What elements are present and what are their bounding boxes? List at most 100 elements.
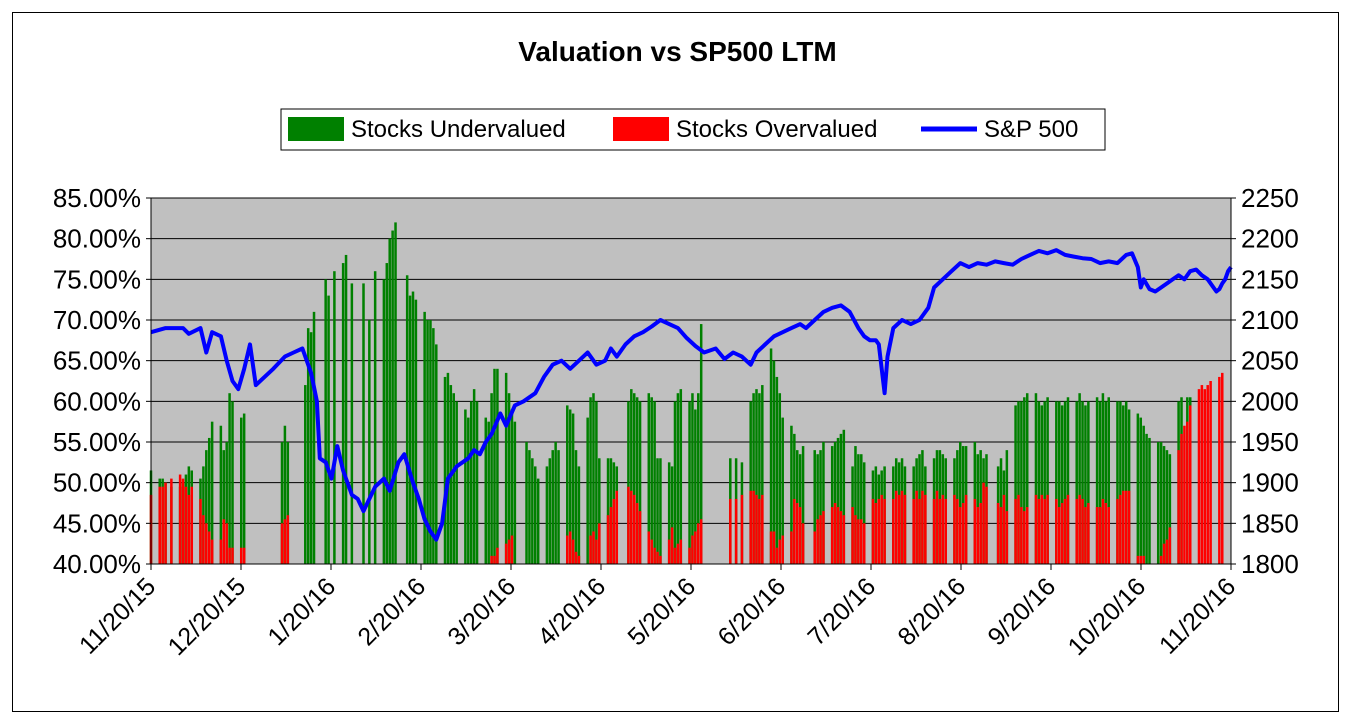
undervalued-bar (1119, 401, 1122, 564)
undervalued-bar (467, 417, 470, 564)
overvalued-bar (778, 539, 782, 564)
undervalued-bar (854, 446, 857, 564)
overvalued-bar (283, 519, 287, 564)
overvalued-bar (630, 490, 633, 564)
overvalued-bar (1037, 498, 1041, 564)
undervalued-bar (630, 389, 633, 564)
x-tick-label: 11/20/16 (1154, 572, 1241, 659)
overvalued-bar (1020, 507, 1023, 564)
overvalued-bar (924, 494, 927, 564)
overvalued-bar (795, 503, 799, 564)
overvalued-bar (892, 498, 895, 564)
overvalued-bar (679, 539, 683, 564)
overvalued-bar (635, 503, 639, 564)
undervalued-bar (362, 283, 365, 564)
undervalued-bar (350, 283, 354, 564)
right-tick-label: 2150 (1241, 264, 1299, 294)
overvalued-bar (667, 539, 671, 564)
undervalued-bar (312, 311, 316, 564)
undervalued-bar (1025, 393, 1029, 564)
undervalued-bar (528, 450, 531, 564)
undervalued-bar (574, 450, 578, 564)
undervalued-bar (280, 442, 284, 564)
right-tick-label: 1900 (1241, 468, 1299, 498)
overvalued-bar (1218, 376, 1221, 564)
x-tick-label: 5/20/16 (622, 572, 701, 651)
overvalued-bar (656, 551, 659, 564)
right-tick-label: 2200 (1241, 224, 1299, 254)
overvalued-bar (161, 486, 164, 564)
undervalued-bar (231, 401, 234, 564)
undervalued-bar (475, 401, 479, 564)
overvalued-bar (1165, 539, 1169, 564)
left-tick-label: 85.00% (53, 183, 141, 213)
undervalued-bar (1148, 437, 1151, 564)
undervalued-bar (691, 393, 694, 564)
undervalued-bar (536, 478, 540, 564)
overvalued-bar (207, 531, 211, 564)
undervalued-bar (755, 389, 758, 564)
undervalued-bar (694, 409, 697, 564)
left-tick-label: 40.00% (53, 549, 141, 579)
undervalued-bar (571, 413, 575, 564)
left-tick-label: 70.00% (53, 305, 141, 335)
undervalued-bar (426, 320, 429, 564)
overvalued-bar (199, 498, 202, 564)
overvalued-bar (510, 535, 514, 564)
overvalued-bar (638, 511, 642, 564)
left-tick-label: 80.00% (53, 224, 141, 254)
overvalued-bar (1209, 381, 1212, 564)
undervalued-bar (534, 466, 537, 564)
plot-area (149, 197, 1233, 565)
overvalued-bar (900, 490, 904, 564)
overvalued-bar (1124, 490, 1128, 564)
undervalued-bar (545, 466, 549, 564)
overvalued-bar (973, 498, 977, 564)
overvalued-bar (592, 531, 595, 564)
undervalued-bar (592, 393, 595, 564)
overvalued-bar (670, 527, 674, 564)
overvalued-bar (568, 531, 572, 564)
undervalued-bar (385, 263, 389, 564)
undervalued-bar (327, 295, 330, 564)
overvalued-bar (1221, 372, 1224, 564)
undervalued-bar (344, 254, 348, 564)
undervalued-bar (830, 446, 834, 564)
left-tick-label: 50.00% (53, 468, 141, 498)
overvalued-bar (874, 503, 878, 564)
overvalued-bar (1136, 555, 1140, 564)
undervalued-bar (429, 320, 432, 564)
x-tick-label: 3/20/16 (442, 572, 521, 651)
undervalued-bar (391, 230, 394, 565)
overvalued-bar (1002, 494, 1006, 564)
overvalued-bar (1057, 507, 1061, 564)
right-tick-label: 2000 (1241, 386, 1299, 416)
undervalued-bar (749, 401, 752, 564)
undervalued-bar (1168, 454, 1172, 564)
undervalued-bar (857, 454, 860, 564)
x-tick-label: 1/20/16 (262, 572, 341, 651)
overvalued-bar (280, 523, 284, 564)
overvalued-bar (181, 478, 185, 564)
undervalued-bar (1122, 405, 1125, 564)
undervalued-bar (493, 368, 496, 564)
undervalued-bar (464, 409, 467, 564)
undervalued-bar (1098, 401, 1102, 564)
left-axis: 40.00% 45.00% 50.00% 55.00% 60.00% 65.00% 70.0… (53, 183, 151, 579)
overvalued-bar (982, 482, 985, 564)
overvalued-bar (758, 498, 761, 564)
undervalued-bar (239, 417, 243, 564)
overvalued-bar (493, 555, 496, 564)
x-tick-label: 9/20/16 (982, 572, 1061, 651)
overvalued-bar (851, 507, 854, 564)
undervalued-bar (557, 450, 560, 564)
legend: Stocks Undervalued Stocks Overvalued S&P 5… (280, 108, 1106, 151)
legend-label-3: S&P 500 (984, 116, 1078, 143)
overvalued-bar (650, 539, 653, 564)
legend-label-1: Stocks Undervalued (351, 116, 566, 143)
undervalued-bar (659, 458, 662, 564)
overvalued-bar (566, 535, 569, 564)
left-tick-label: 45.00% (53, 508, 141, 538)
overvalued-bar (999, 507, 1003, 564)
overvalued-bar (842, 515, 846, 564)
